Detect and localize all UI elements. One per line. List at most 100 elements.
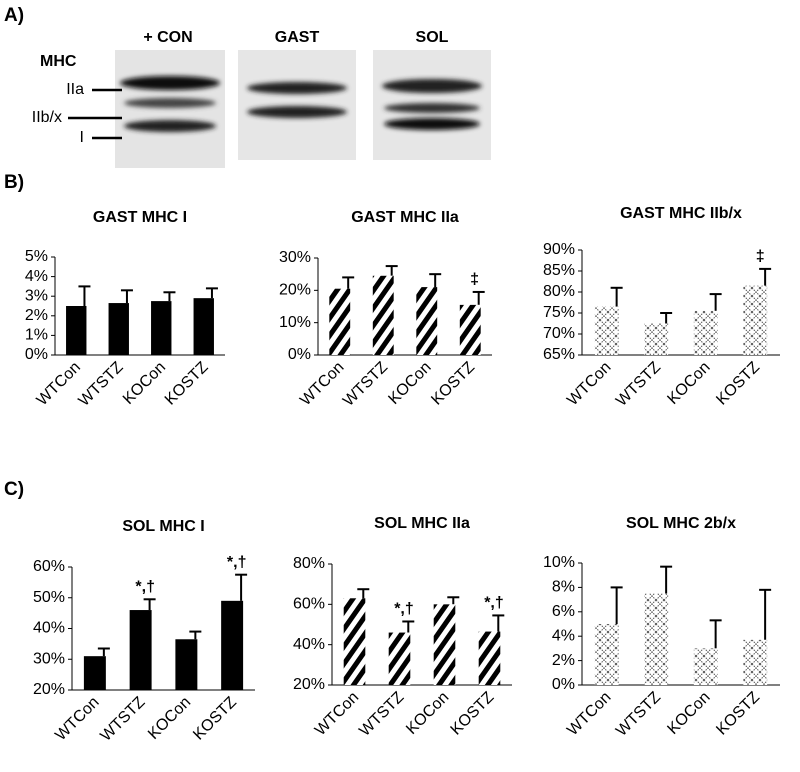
x-tick-label: WTCon [52,694,102,744]
x-tick-label: KOSTZ [713,689,763,739]
x-tick-label: KOCon [120,359,169,408]
chart-title: SOL MHC IIa [374,515,470,532]
y-tick-label: 80% [543,283,575,300]
y-tick-label: 10% [279,314,311,331]
chart-title: GAST MHC IIb/x [620,205,742,222]
bar [594,624,619,685]
bar [594,306,619,355]
y-tick-label: 40% [293,636,325,653]
y-tick-label: 0% [288,346,311,363]
y-tick-label: 0% [552,676,575,693]
x-tick-label: WTCon [34,359,84,409]
bar [193,298,214,355]
lane-label: + CON [143,29,192,46]
bar [693,310,718,355]
chart-title: SOL MHC I [122,518,204,535]
x-tick-label: WTSTZ [613,689,664,740]
bar [644,593,669,685]
bar [108,303,129,355]
bar [693,648,718,685]
annotation: *,† [484,595,504,612]
bar [175,639,198,690]
bar [459,304,481,355]
band-label: IIa [66,81,84,98]
x-tick-label: WTSTZ [340,359,391,410]
x-tick-label: KOSTZ [713,359,763,409]
x-tick-label: KOSTZ [162,359,212,409]
y-tick-label: 30% [279,249,311,266]
band-label: IIb/x [32,109,62,126]
y-tick-label: 20% [279,282,311,299]
x-tick-label: KOCon [664,689,713,738]
bar [433,604,456,685]
y-tick-label: 50% [33,589,65,606]
x-tick-label: KOSTZ [428,359,478,409]
annotation: *,† [394,601,414,618]
bar [66,306,87,355]
bar [129,610,152,690]
panel-label: A) [4,5,24,26]
annotation: *,† [227,554,247,571]
x-tick-label: KOCon [145,694,194,743]
y-tick-label: 1% [25,327,48,344]
x-tick-label: WTSTZ [97,694,148,745]
x-tick-label: WTCon [564,359,614,409]
band-label: I [80,129,84,146]
x-tick-label: WTSTZ [76,359,127,410]
marker-title: MHC [40,53,77,70]
x-tick-label: WTCon [297,359,347,409]
bar [743,639,768,685]
x-tick-label: WTCon [312,689,362,739]
x-tick-label: KOSTZ [448,689,498,739]
y-tick-label: 5% [25,248,48,265]
y-tick-label: 2% [552,652,575,669]
bar [329,288,351,355]
panel-label: B) [4,172,24,193]
y-tick-label: 85% [543,262,575,279]
y-tick-label: 2% [25,307,48,324]
y-tick-label: 10% [543,554,575,571]
x-tick-label: WTCon [564,689,614,739]
bar [343,598,366,685]
blot-image [373,50,491,160]
x-tick-label: KOCon [403,689,452,738]
annotation: ‡ [470,271,479,288]
annotation: *,† [135,579,155,596]
y-tick-label: 80% [293,555,325,572]
y-tick-label: 75% [543,304,575,321]
blot-image [238,50,356,160]
chart-title: GAST MHC IIa [351,209,459,226]
y-tick-label: 20% [293,676,325,693]
x-tick-label: WTSTZ [356,689,407,740]
bar [83,656,106,690]
y-tick-label: 6% [552,603,575,620]
lane-label: SOL [416,29,449,46]
bar [478,631,501,685]
chart-title: GAST MHC I [93,209,187,226]
y-tick-label: 60% [33,558,65,575]
bar [151,301,172,355]
x-tick-label: KOCon [664,359,713,408]
x-tick-label: KOSTZ [190,694,240,744]
y-tick-label: 30% [33,650,65,667]
bar [388,632,411,685]
y-tick-label: 3% [25,287,48,304]
panel-label: C) [4,479,24,500]
lane-label: GAST [275,29,320,46]
y-tick-label: 4% [25,268,48,285]
y-tick-label: 65% [543,346,575,363]
bar [372,275,394,355]
y-tick-label: 40% [33,620,65,637]
chart-title: SOL MHC 2b/x [626,515,736,532]
x-tick-label: KOCon [385,359,434,408]
y-tick-label: 90% [543,241,575,258]
bar [416,287,438,355]
annotation: ‡ [756,248,765,265]
bar [221,600,244,690]
y-tick-label: 60% [293,596,325,613]
y-tick-label: 0% [25,346,48,363]
y-tick-label: 4% [552,627,575,644]
y-tick-label: 8% [552,579,575,596]
y-tick-label: 20% [33,681,65,698]
